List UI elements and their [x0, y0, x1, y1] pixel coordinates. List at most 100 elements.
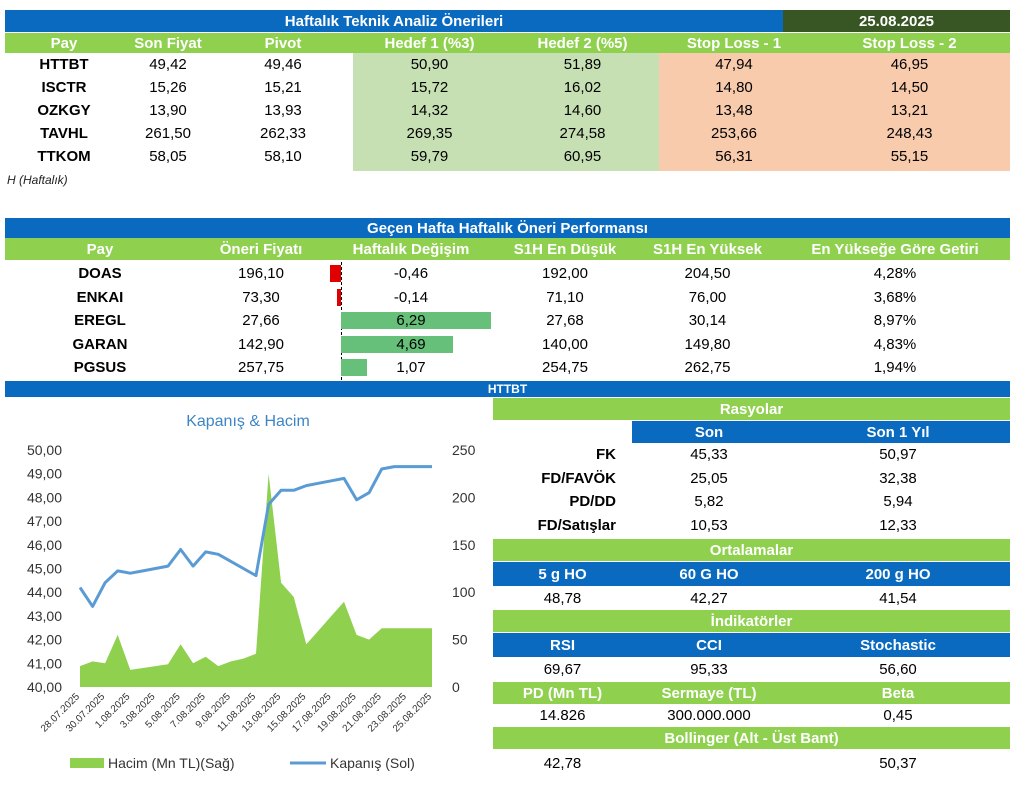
weekly-row-cell: 59,79 [410, 148, 449, 165]
misc-header-0: PD (Mn TL) [522, 684, 603, 702]
performance-row-symbol: ENKAI [76, 288, 124, 306]
average-value-0: 48,78 [543, 589, 582, 607]
performance-row-cell: 192,00 [542, 265, 588, 282]
weekly-row-cell: 14,50 [890, 79, 929, 96]
performance-row-cell: 27,66 [242, 312, 280, 329]
average-value-2: 41,54 [879, 589, 917, 607]
weekly-row-cell: 253,66 [711, 125, 757, 142]
left-axis-tick: 42,00 [27, 632, 62, 648]
ratio-year: 5,94 [883, 493, 913, 510]
ratio-label: PD/DD [569, 493, 616, 510]
legend-volume-swatch [70, 758, 104, 768]
misc-value-2: 0,45 [883, 706, 913, 724]
right-axis-tick: 100 [452, 584, 476, 600]
weekly-row-cell: 58,05 [149, 148, 187, 165]
legend-close-label: Kapanış (Sol) [330, 755, 415, 771]
weekly-row-cell: 13,93 [264, 102, 302, 119]
change-bar [330, 265, 341, 282]
performance-title: Geçen Hafta Haftalık Öneri Performansı [5, 218, 1010, 238]
bollinger-low: 42,78 [543, 754, 582, 772]
performance-row-cell: 140,00 [542, 335, 588, 353]
indicators-values-row: 69,67 95,33 56,60 [493, 658, 1010, 680]
ratio-son: 25,05 [690, 469, 728, 487]
misc-value-1: 300.000.000 [667, 706, 751, 724]
indicator-value-2: 56,60 [879, 660, 917, 678]
performance-row-symbol: EREGL [74, 312, 126, 329]
performance-row-cell: 257,75 [238, 359, 284, 376]
performance-header-5: En Yükseğe Göre Getiri [811, 240, 979, 258]
performance-row-cell: 204,50 [684, 265, 731, 282]
performance-row-symbol: DOAS [78, 265, 122, 282]
performance-header-4: S1H En Yüksek [653, 240, 762, 258]
ratio-year: 50,97 [879, 446, 917, 463]
weekly-header-0: Pay [50, 34, 78, 52]
weekly-header-3: Hedef 1 (%3) [384, 34, 475, 52]
weekly-header-row: Pay Son Fiyat Pivot Hedef 1 (%3) Hedef 2 (%5… [5, 33, 1010, 53]
indicator-header-2: Stochastic [860, 636, 936, 654]
performance-row-cell: 76,00 [688, 288, 727, 306]
misc-value-0: 14.826 [539, 706, 586, 724]
average-header-2: 200 g HO [865, 565, 931, 583]
targets-highlight [353, 53, 659, 171]
weekly-title: Haftalık Teknik Analiz Önerileri [5, 10, 783, 32]
ratio-year: 12,33 [879, 516, 917, 534]
indicator-header-1: CCI [696, 636, 722, 654]
ratios-col-year: Son 1 Yıl [786, 421, 1010, 443]
performance-table-body: DOAS 196,10 -0,46 192,00 204,50 4,28% ENKAI 73,… [5, 262, 1010, 380]
averages-values-row: 48,78 42,27 41,54 [493, 587, 1010, 609]
misc-header-row: PD (Mn TL) Sermaye (TL) Beta [493, 682, 1010, 704]
performance-row-symbol: PGSUS [73, 359, 127, 376]
right-axis-tick: 0 [452, 679, 460, 695]
indicator-value-1: 95,33 [690, 660, 728, 678]
performance-row-cell: 196,10 [238, 265, 284, 282]
weekly-row-cell: 262,33 [260, 125, 306, 142]
weekly-row-cell: 248,43 [886, 125, 933, 142]
weekly-row-cell: 16,02 [563, 79, 602, 96]
performance-row-cell: 4,28% [873, 265, 917, 282]
weekly-row-cell: 261,50 [145, 125, 191, 142]
performance-row-cell: 71,10 [546, 288, 584, 306]
weekly-row-cell: 15,72 [410, 79, 449, 96]
performance-row-cell: 8,97% [873, 312, 917, 329]
ratio-son: 45,33 [690, 446, 728, 463]
performance-header-row: Pay Öneri Fiyatı Haftalık Değişim S1H En Dü… [5, 238, 1010, 260]
stoploss-highlight [659, 53, 1010, 171]
bollinger-high: 50,37 [879, 754, 917, 772]
performance-row-cell: 262,75 [684, 359, 731, 376]
weekly-header-1: Son Fiyat [134, 34, 202, 52]
weekly-row-cell: 274,58 [559, 125, 606, 142]
left-axis-tick: 50,00 [27, 442, 62, 458]
misc-header-2: Beta [881, 684, 915, 702]
weekly-header-5: Stop Loss - 1 [686, 34, 782, 52]
weekly-row-symbol: TTKOM [37, 148, 91, 165]
weekly-row-cell: 15,21 [264, 79, 302, 96]
left-axis-tick: 44,00 [27, 584, 62, 600]
weekly-row-cell: 47,94 [715, 56, 753, 73]
performance-row-cell: -0,46 [393, 265, 429, 282]
change-bar [341, 335, 453, 353]
right-axis-tick: 50 [452, 632, 468, 648]
ratio-son: 10,53 [690, 516, 728, 534]
indicators-title: İndikatörler [493, 610, 1010, 632]
performance-row-cell: 4,69 [396, 335, 426, 353]
stock-section-title: HTTBT [5, 381, 1010, 397]
indicators-header-row: RSI CCI Stochastic [493, 633, 1010, 657]
weekly-row-cell: 13,48 [715, 102, 753, 119]
misc-values-row: 14.826 300.000.000 0,45 [493, 704, 1010, 726]
weekly-row-cell: 13,90 [149, 102, 187, 119]
weekly-row-cell: 14,32 [410, 102, 449, 119]
left-axis-tick: 46,00 [27, 537, 62, 553]
weekly-row-cell: 13,21 [890, 102, 929, 119]
weekly-row-cell: 15,26 [149, 79, 187, 96]
weekly-row-cell: 49,46 [264, 56, 302, 73]
performance-row-cell: 4,83% [873, 335, 917, 353]
weekly-row-symbol: HTTBT [39, 56, 89, 73]
performance-header-0: Pay [86, 240, 114, 258]
ratios-col-son: Son [632, 421, 786, 443]
misc-header-1: Sermaye (TL) [661, 684, 757, 702]
weekly-row-cell: 14,80 [715, 79, 753, 96]
left-axis-tick: 49,00 [27, 466, 62, 482]
performance-row-cell: -0,14 [393, 288, 429, 306]
performance-row-cell: 27,68 [546, 312, 584, 329]
change-bar [341, 312, 491, 329]
